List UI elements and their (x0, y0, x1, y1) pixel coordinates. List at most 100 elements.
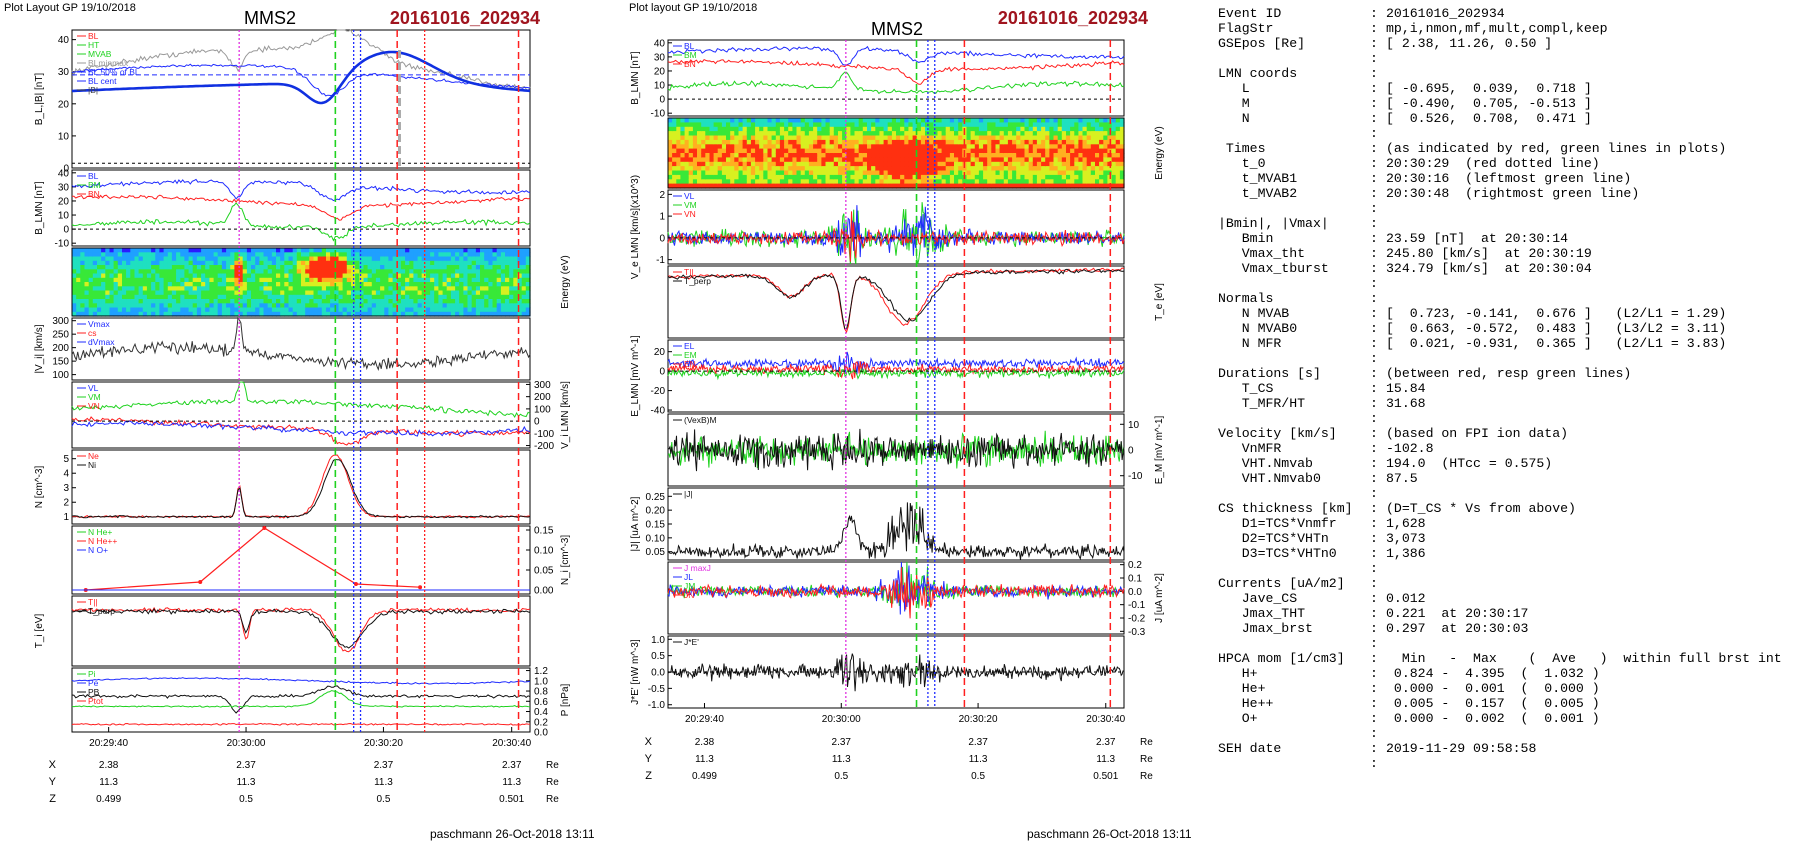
heatmap-cell (1103, 144, 1108, 150)
heatmap-cell (463, 256, 469, 262)
heatmap-cell (792, 148, 798, 154)
heatmap-cell (367, 290, 373, 296)
y-tick-label: 20 (654, 66, 666, 77)
series-line (667, 268, 1125, 330)
heatmap-cell (896, 183, 901, 189)
heatmap-cell (833, 122, 839, 128)
heatmap-cell (987, 174, 992, 180)
heatmap-cell (146, 265, 152, 270)
legend-label: JN (684, 590, 694, 600)
heatmap-cell (692, 166, 698, 172)
heatmap-cell (330, 256, 335, 262)
info-colon: : (1370, 291, 1378, 306)
heatmap-cell (446, 294, 452, 300)
heatmap-cell (405, 294, 410, 300)
heatmap-cell (97, 248, 102, 253)
heatmap-cell (467, 265, 473, 270)
heatmap-cell (904, 126, 909, 132)
heatmap-cell (425, 303, 431, 309)
heatmap-cell (1086, 135, 1092, 141)
heatmap-cell (321, 294, 327, 300)
heatmap-cell (488, 265, 494, 270)
heatmap-cell (1057, 157, 1063, 163)
heatmap-cell (517, 252, 523, 258)
heatmap-cell (517, 303, 523, 309)
heatmap-cell (792, 183, 798, 189)
heatmap-cell (697, 153, 702, 158)
heatmap-cell (184, 303, 190, 309)
heatmap-cell (1007, 144, 1013, 150)
heatmap-cell (1057, 148, 1063, 154)
heatmap-cell (1095, 157, 1100, 163)
heatmap-cell (668, 161, 673, 167)
info-value: 0.012 (1386, 591, 1426, 606)
heatmap-cell (883, 122, 889, 128)
heatmap-cell (966, 122, 972, 128)
heatmap-cell (879, 161, 885, 167)
heatmap-cell (891, 161, 897, 167)
heatmap-cell (367, 282, 373, 287)
heatmap-cell (800, 126, 806, 132)
heatmap-cell (941, 131, 947, 137)
heatmap-cell (392, 311, 398, 317)
heatmap-cell (442, 248, 448, 253)
heatmap-cell (126, 294, 131, 300)
heatmap-cell (1016, 148, 1021, 154)
heatmap-cell (817, 153, 822, 158)
legend-label: VN (684, 209, 696, 219)
heatmap-cell (359, 307, 365, 313)
heatmap-cell (746, 161, 752, 167)
heatmap-cell (954, 144, 959, 150)
heatmap-cell (858, 131, 864, 137)
info-row: : (1218, 561, 1800, 576)
heatmap-cell (72, 260, 77, 266)
heatmap-cell (180, 290, 186, 296)
heatmap-cell (717, 179, 723, 185)
heatmap-cell (151, 307, 156, 313)
heatmap-cell (788, 174, 793, 180)
heatmap-cell (471, 248, 477, 253)
heatmap-cell (1111, 170, 1117, 176)
series-line (71, 607, 531, 649)
panel-frame (71, 525, 531, 595)
heatmap-cell (188, 248, 194, 253)
heatmap-cell (259, 252, 265, 258)
heatmap-cell (1036, 118, 1042, 123)
heatmap-cell (759, 157, 764, 163)
heatmap-cell (117, 269, 123, 275)
heatmap-cell (280, 299, 285, 304)
heatmap-cell (201, 256, 206, 262)
heatmap-cell (92, 269, 98, 275)
heatmap-cell (738, 157, 744, 163)
info-colon: : (1370, 171, 1378, 186)
heatmap-cell (342, 307, 348, 313)
heatmap-cell (484, 303, 489, 309)
heatmap-cell (1103, 122, 1108, 128)
heatmap-cell (1107, 122, 1113, 128)
heatmap-cell (271, 299, 277, 304)
heatmap-cell (954, 157, 959, 163)
heatmap-cell (400, 299, 406, 304)
heatmap-cell (1024, 139, 1030, 145)
info-colon: : (1370, 246, 1378, 261)
heatmap-cell (188, 299, 194, 304)
heatmap-cell (1082, 174, 1088, 180)
heatmap-cell (970, 174, 976, 180)
heatmap-cell (705, 122, 710, 128)
heatmap-cell (146, 273, 152, 279)
heatmap-cell (879, 135, 885, 141)
heatmap-cell (363, 273, 369, 279)
heatmap-cell (759, 139, 764, 145)
heatmap-cell (1024, 153, 1030, 158)
heatmap-cell (1036, 157, 1042, 163)
heatmap-cell (380, 311, 385, 317)
heatmap-cell (417, 307, 423, 313)
heatmap-cell (945, 131, 951, 137)
heatmap-cell (446, 299, 452, 304)
heatmap-cell (1090, 153, 1096, 158)
heatmap-cell (146, 282, 152, 287)
heatmap-cell (296, 286, 302, 292)
heatmap-cell (1020, 118, 1026, 123)
heatmap-cell (833, 139, 839, 145)
